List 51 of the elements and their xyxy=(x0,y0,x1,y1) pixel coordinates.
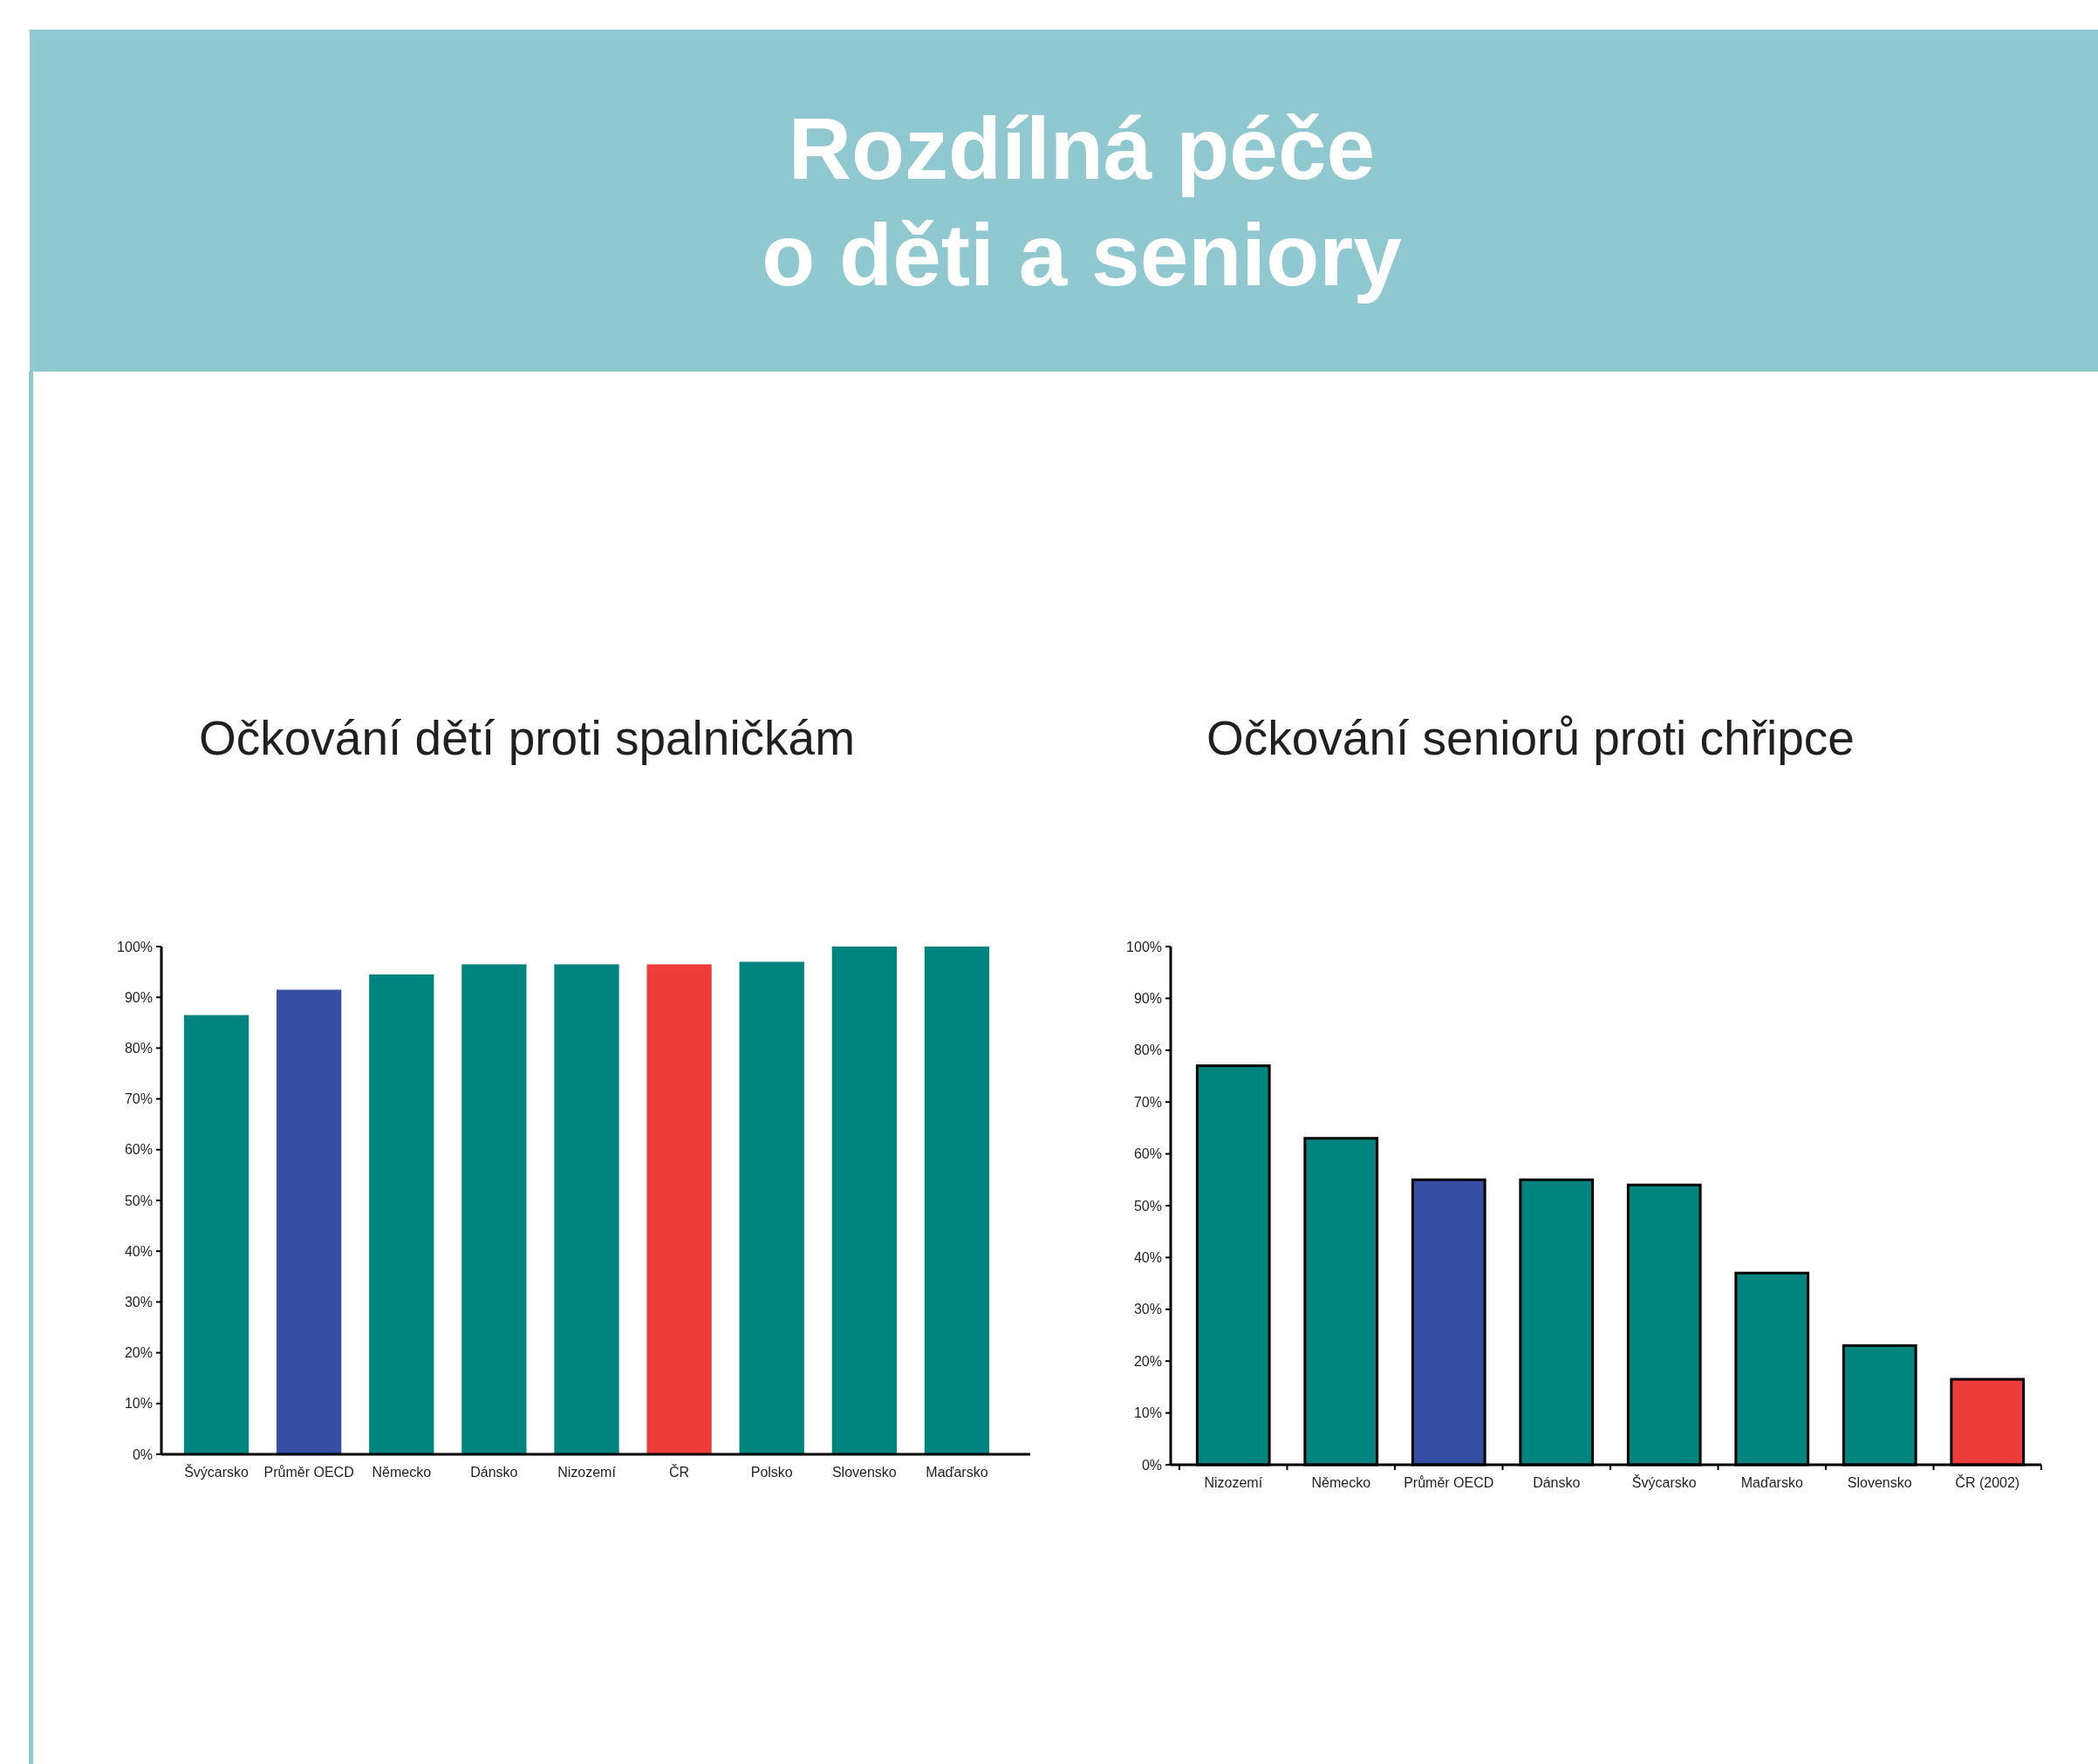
x-tick-label: Průměr OECD xyxy=(1404,1475,1494,1490)
y-tick-label: 70% xyxy=(1133,1094,1162,1110)
y-tick-label: 30% xyxy=(124,1295,153,1309)
y-tick-label: 100% xyxy=(1126,939,1162,954)
text: Rozdílná péče o děti a seniory xyxy=(762,99,1403,304)
bar xyxy=(277,989,342,1454)
x-tick-label: Nizozemí xyxy=(557,1465,617,1480)
bar xyxy=(183,1015,249,1454)
x-tick-label: Slovensko xyxy=(1847,1475,1912,1490)
y-tick-label: 10% xyxy=(124,1396,153,1412)
x-tick-label: Švýcarsko xyxy=(184,1464,249,1480)
y-tick-label: 80% xyxy=(1133,1043,1162,1058)
y-tick-label: 70% xyxy=(124,1091,153,1107)
y-tick-label: 90% xyxy=(1133,991,1162,1006)
x-tick-label: Maďarsko xyxy=(926,1465,988,1480)
y-tick-label: 50% xyxy=(1133,1198,1162,1214)
y-tick-label: 30% xyxy=(1133,1302,1162,1317)
x-tick-label: Polsko xyxy=(750,1465,793,1480)
y-tick-label: 0% xyxy=(1141,1457,1162,1473)
x-tick-label: Německo xyxy=(372,1465,432,1480)
x-tick-label: Švýcarsko xyxy=(1631,1474,1697,1490)
bar xyxy=(554,964,619,1454)
bar xyxy=(924,947,990,1454)
x-tick-label: Slovensko xyxy=(831,1465,897,1480)
x-tick-label: ČR xyxy=(669,1464,690,1480)
x-tick-label: Maďarsko xyxy=(1740,1475,1803,1490)
x-tick-label: Dánsko xyxy=(1533,1475,1581,1490)
y-tick-label: 80% xyxy=(124,1041,153,1056)
y-tick-label: 90% xyxy=(124,989,153,1005)
bar xyxy=(739,961,804,1454)
y-tick-label: 60% xyxy=(124,1142,153,1158)
bar xyxy=(646,964,712,1454)
chart-title: Očkování seniorů proti chřipce xyxy=(1206,711,1855,765)
x-tick-label: Dánsko xyxy=(470,1465,518,1480)
y-tick-label: 50% xyxy=(124,1193,153,1208)
bar xyxy=(831,947,897,1454)
x-tick-label: Nizozemí xyxy=(1204,1475,1263,1490)
x-tick-label: ČR (2002) xyxy=(1955,1474,2020,1490)
y-tick-label: 40% xyxy=(1133,1250,1162,1265)
chart-title: Očkování dětí proti spalničkám xyxy=(199,711,856,765)
x-tick-label: Německo xyxy=(1311,1475,1371,1490)
y-tick-label: 20% xyxy=(1133,1353,1162,1369)
y-tick-label: 10% xyxy=(1133,1405,1162,1421)
bar xyxy=(461,964,527,1454)
y-tick-label: 100% xyxy=(117,939,153,954)
bar xyxy=(369,974,434,1454)
x-tick-label: Průměr OECD xyxy=(263,1465,354,1480)
y-tick-label: 20% xyxy=(124,1345,153,1361)
y-tick-label: 60% xyxy=(1133,1146,1162,1162)
y-tick-label: 40% xyxy=(124,1243,153,1259)
y-tick-label: 0% xyxy=(132,1446,153,1462)
